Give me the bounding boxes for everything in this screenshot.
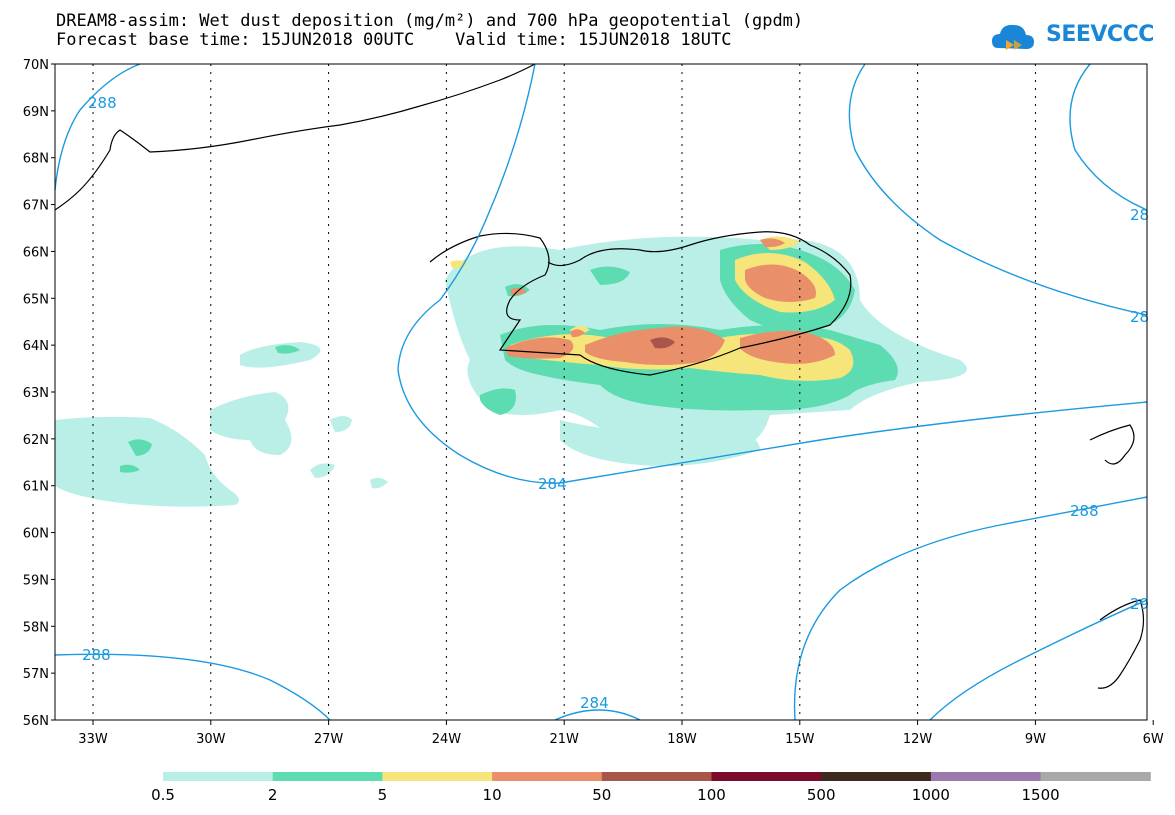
geopotential-contours <box>54 63 1148 721</box>
latitude-labels: 70N 69N 68N 67N 66N 65N 64N 63N 62N 61N 60N 59N 58N 5… <box>23 58 49 729</box>
contour-label: 288 <box>88 94 117 112</box>
colorbar-label: 50 <box>592 786 612 804</box>
colorbar-swatch <box>272 772 383 781</box>
longitude-labels: 33W 30W 27W 24W 21W 18W 15W 12W 9W 6W <box>78 732 1164 747</box>
longitude-label: 12W <box>903 732 933 747</box>
colorbar-swatch <box>163 772 274 781</box>
contour-label: 28 <box>1130 308 1149 326</box>
colorbar-label: 1000 <box>911 786 950 804</box>
latitude-label: 61N <box>23 480 49 495</box>
colorbar-label: 10 <box>482 786 502 804</box>
latitude-label: 66N <box>23 245 49 260</box>
cloud-logo-icon <box>992 24 1034 50</box>
dust-deposition-field <box>55 236 967 507</box>
colorbar-label: 100 <box>697 786 726 804</box>
colorbar-label: 500 <box>806 786 836 804</box>
graticule <box>92 64 1036 720</box>
axis-ticks <box>51 63 1154 725</box>
deposition-50-100-areas <box>650 337 675 349</box>
latitude-label: 64N <box>23 339 49 354</box>
longitude-label: 21W <box>549 732 579 747</box>
longitude-label: 15W <box>785 732 815 747</box>
contour-label: 288 <box>1070 502 1099 520</box>
colorbar-label: 5 <box>377 786 388 804</box>
latitude-label: 65N <box>23 292 49 307</box>
longitude-label: 24W <box>432 732 462 747</box>
colorbar <box>163 772 1151 781</box>
map-title: DREAM8-assim: Wet dust deposition (mg/m²… <box>56 11 804 31</box>
contour-label: 284 <box>538 475 567 493</box>
longitude-label: 6W <box>1143 732 1164 747</box>
colorbar-swatch <box>1040 772 1151 781</box>
contour-labels: 288 284 288 284 288 28 28 29 <box>82 94 1149 712</box>
contour-label: 28 <box>1130 206 1149 224</box>
latitude-label: 56N <box>23 714 49 729</box>
longitude-label: 9W <box>1025 732 1046 747</box>
colorbar-swatch <box>711 772 822 781</box>
colorbar-swatch <box>821 772 932 781</box>
longitude-label: 18W <box>667 732 697 747</box>
colorbar-label: 1500 <box>1021 786 1060 804</box>
map-subtitle: Forecast base time: 15JUN2018 00UTC Vali… <box>56 30 732 50</box>
latitude-label: 69N <box>23 105 49 120</box>
latitude-label: 59N <box>23 573 49 588</box>
contour-label: 288 <box>82 646 111 664</box>
colorbar-swatch <box>382 772 493 781</box>
coastlines <box>54 63 1145 689</box>
latitude-label: 67N <box>23 199 49 214</box>
latitude-label: 58N <box>23 620 49 635</box>
longitude-label: 33W <box>78 732 108 747</box>
colorbar-swatch <box>930 772 1042 781</box>
colorbar-swatch <box>601 772 712 781</box>
latitude-label: 60N <box>23 527 49 542</box>
colorbar-swatch <box>492 772 603 781</box>
longitude-label: 30W <box>196 732 226 747</box>
contour-label: 29 <box>1130 595 1149 613</box>
longitude-label: 27W <box>314 732 344 747</box>
latitude-label: 57N <box>23 667 49 682</box>
latitude-label: 63N <box>23 386 49 401</box>
contour-label: 284 <box>580 694 609 712</box>
latitude-label: 70N <box>23 58 49 73</box>
logo-text: SEEVCCC <box>1046 22 1154 47</box>
latitude-label: 62N <box>23 433 49 448</box>
colorbar-label: 2 <box>267 786 278 804</box>
colorbar-label: 0.5 <box>151 786 175 804</box>
latitude-label: 68N <box>23 152 49 167</box>
